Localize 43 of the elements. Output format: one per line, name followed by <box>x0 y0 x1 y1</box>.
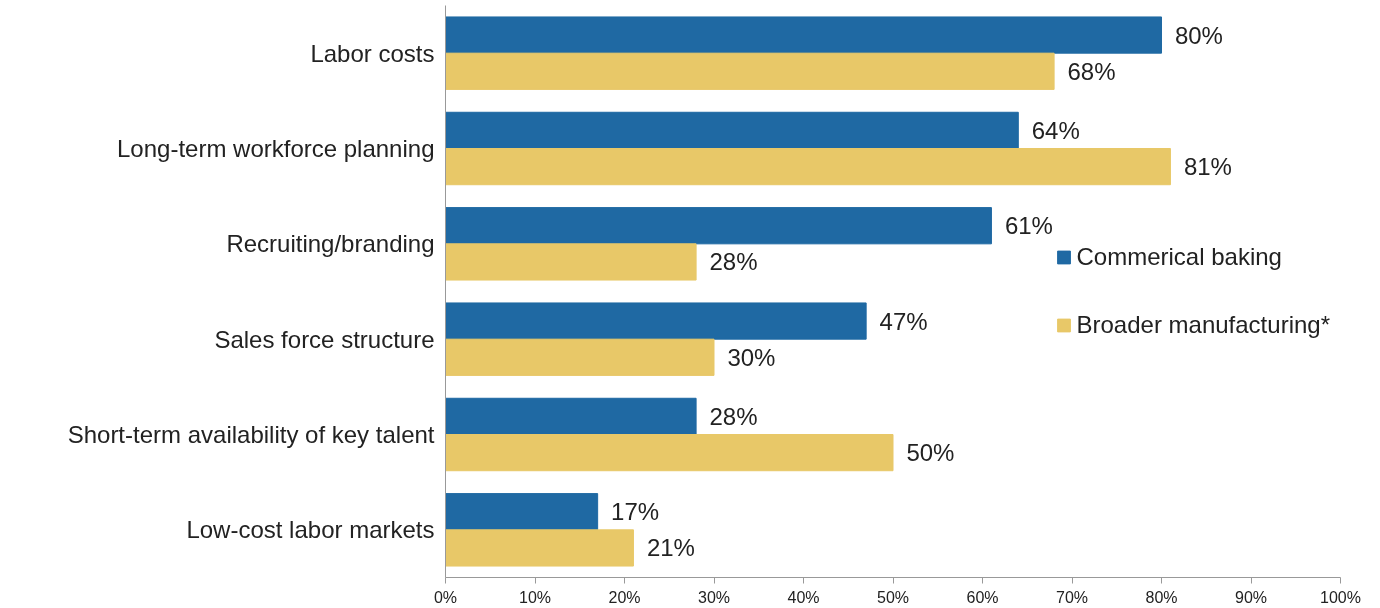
x-tick-label: 10% <box>518 588 552 606</box>
bar <box>445 207 992 245</box>
x-tick-label: 100% <box>1320 588 1361 606</box>
bar <box>445 111 1019 149</box>
y-tick-label: Long-term workforce planning <box>117 135 435 162</box>
data-label: 80% <box>1174 21 1223 49</box>
bar <box>445 148 1171 186</box>
bar <box>445 338 715 376</box>
bar <box>445 397 697 435</box>
x-tick-label: 20% <box>608 588 641 606</box>
data-label: 64% <box>1031 116 1080 144</box>
y-tick-label: Sales force structure <box>214 325 435 353</box>
x-tick-label: 90% <box>1234 588 1268 606</box>
data-label: 47% <box>879 307 928 335</box>
bar <box>445 434 894 472</box>
legend-label: Commerical baking <box>1076 243 1282 271</box>
data-label: 68% <box>1067 57 1116 85</box>
y-tick-label: Labor costs <box>310 39 435 67</box>
x-tick-label: 0% <box>433 588 458 606</box>
y-tick-label: Short-term availability of key talent <box>67 421 435 448</box>
x-tick-label: 80% <box>1145 588 1178 606</box>
legend-label: Broader manufacturing* <box>1076 311 1330 339</box>
data-label: 21% <box>646 534 695 562</box>
x-tick-label: 40% <box>787 588 820 606</box>
x-tick-label: 50% <box>876 588 910 606</box>
data-label: 50% <box>906 439 955 467</box>
data-label: 81% <box>1183 153 1232 181</box>
x-tick-label: 60% <box>966 588 999 606</box>
x-tick-label: 70% <box>1055 588 1089 606</box>
data-label: 28% <box>709 248 758 276</box>
data-label: 28% <box>709 402 758 430</box>
y-tick-label: Recruiting/branding <box>226 230 435 258</box>
data-label: 17% <box>611 498 660 526</box>
bar <box>445 52 1055 90</box>
y-tick-label: Low-cost labor markets <box>186 516 435 544</box>
data-label: 61% <box>1004 212 1053 240</box>
bar <box>445 493 599 531</box>
bar <box>445 529 634 567</box>
data-label: 30% <box>727 343 776 371</box>
x-tick-label: 30% <box>697 588 731 606</box>
bar <box>445 243 697 281</box>
bar <box>445 302 867 340</box>
bar <box>445 16 1162 54</box>
